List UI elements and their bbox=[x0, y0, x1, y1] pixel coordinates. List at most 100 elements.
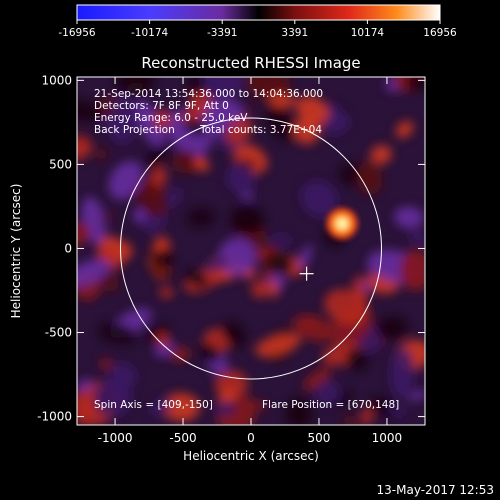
solar-limb-circle bbox=[120, 117, 382, 380]
image-blob bbox=[361, 281, 371, 292]
image-blob bbox=[183, 118, 208, 137]
image-blob bbox=[395, 121, 414, 138]
image-blob bbox=[387, 404, 407, 417]
image-blob bbox=[93, 378, 132, 417]
image-blob bbox=[339, 163, 362, 185]
y-tick-label: 500 bbox=[49, 157, 72, 171]
colorbar bbox=[76, 4, 441, 21]
image-blob bbox=[390, 347, 415, 399]
annotation-method: Back Projection bbox=[94, 124, 175, 136]
image-blob bbox=[77, 398, 95, 424]
y-tick-label: 0 bbox=[64, 241, 72, 255]
image-blob bbox=[98, 322, 137, 345]
image-blob bbox=[201, 77, 244, 97]
spin-axis-marker bbox=[299, 266, 314, 281]
colorbar-tick-label: 10174 bbox=[351, 27, 385, 39]
image-blob bbox=[408, 390, 425, 401]
image-blob bbox=[399, 249, 425, 291]
image-blob bbox=[153, 109, 172, 130]
image-blob bbox=[266, 104, 295, 142]
image-blob bbox=[135, 100, 166, 147]
colorbar-tick-label: -3391 bbox=[207, 27, 238, 39]
y-axis-label: Heliocentric Y (arcsec) bbox=[9, 184, 23, 319]
image-blob bbox=[315, 380, 341, 406]
image-blob bbox=[370, 145, 392, 165]
image-blob bbox=[145, 143, 169, 168]
image-blob bbox=[131, 177, 168, 218]
image-blob bbox=[95, 148, 108, 161]
image-blob bbox=[300, 180, 338, 218]
x-axis-label: Heliocentric X (arcsec) bbox=[183, 449, 319, 463]
image-blob bbox=[159, 287, 174, 299]
y-tick-label: -1000 bbox=[37, 410, 72, 424]
colorbar-ticks: -16956 -10174 -3391 3391 10174 16956 bbox=[58, 20, 457, 39]
image-blob bbox=[285, 397, 313, 425]
image-blob bbox=[77, 379, 93, 392]
image-blob bbox=[360, 407, 373, 425]
image-blob bbox=[376, 316, 409, 340]
image-blob bbox=[149, 398, 172, 416]
image-blob bbox=[255, 333, 301, 357]
image-blob bbox=[99, 358, 113, 371]
image-blob bbox=[295, 95, 329, 125]
image-blob bbox=[132, 209, 147, 222]
heatmap-image bbox=[77, 77, 425, 425]
image-blob bbox=[166, 108, 212, 157]
image-blob bbox=[214, 370, 249, 398]
image-blob bbox=[343, 415, 359, 425]
axis-ticks: -1000 -500 0 500 1000 1000 500 0 -500 -1000 bbox=[37, 73, 425, 445]
annotation-energy: Energy Range: 6.0 - 25.0 keV bbox=[94, 112, 248, 124]
image-blob bbox=[116, 77, 154, 104]
image-blob bbox=[153, 236, 168, 253]
image-blob bbox=[267, 93, 297, 108]
image-blob bbox=[77, 259, 111, 288]
y-tick-label: 1000 bbox=[41, 73, 72, 87]
annotation-counts: Total counts: 3.77E+04 bbox=[199, 124, 322, 136]
image-blob bbox=[226, 163, 256, 194]
image-blob bbox=[100, 211, 114, 224]
image-blob bbox=[215, 400, 236, 416]
image-blob bbox=[77, 135, 93, 160]
image-blob bbox=[221, 321, 247, 347]
x-tick-label: 0 bbox=[247, 431, 255, 445]
image-blob bbox=[409, 230, 425, 245]
colorbar-tick-label: 16956 bbox=[423, 27, 457, 39]
image-blob bbox=[269, 280, 279, 299]
image-blob bbox=[77, 99, 103, 122]
image-blob bbox=[155, 332, 171, 347]
annotation-time: 21-Sep-2014 13:54:36.000 to 14:04:36.000 bbox=[94, 88, 323, 100]
image-blob bbox=[251, 280, 270, 299]
annotation-spin-axis: Spin Axis = [409,-150] bbox=[94, 399, 213, 411]
x-tick-label: -500 bbox=[169, 431, 196, 445]
annotation-detectors: Detectors: 7F 8F 9F, Att 0 bbox=[94, 100, 229, 112]
image-blob bbox=[167, 187, 182, 208]
image-blob bbox=[303, 367, 332, 391]
colorbar-tick-label: -16956 bbox=[58, 27, 96, 39]
image-blob bbox=[187, 208, 215, 227]
x-tick-label: 1000 bbox=[372, 431, 403, 445]
image-blob bbox=[230, 205, 265, 235]
chart-title: Reconstructed RHESSI Image bbox=[141, 54, 360, 72]
image-blob bbox=[205, 256, 230, 272]
image-blob bbox=[346, 347, 369, 371]
x-tick-label: -1000 bbox=[98, 431, 133, 445]
y-tick-label: -500 bbox=[45, 326, 72, 340]
image-blob bbox=[244, 103, 252, 116]
image-blob bbox=[101, 272, 119, 292]
image-blob bbox=[269, 234, 294, 246]
image-blob bbox=[218, 237, 256, 276]
image-blob bbox=[225, 117, 253, 145]
image-blob bbox=[195, 157, 210, 172]
image-blob bbox=[255, 400, 267, 410]
footer-timestamp: 13-May-2017 12:53 bbox=[377, 483, 494, 497]
image-blob bbox=[292, 314, 335, 342]
image-blob bbox=[264, 253, 295, 275]
image-blob bbox=[298, 244, 313, 270]
image-blob bbox=[200, 343, 221, 364]
annotation-flare-position: Flare Position = [670,148] bbox=[262, 399, 399, 411]
image-blob bbox=[162, 392, 200, 422]
image-blob bbox=[184, 269, 209, 288]
x-tick-label: 500 bbox=[308, 431, 331, 445]
image-blob bbox=[356, 162, 383, 196]
